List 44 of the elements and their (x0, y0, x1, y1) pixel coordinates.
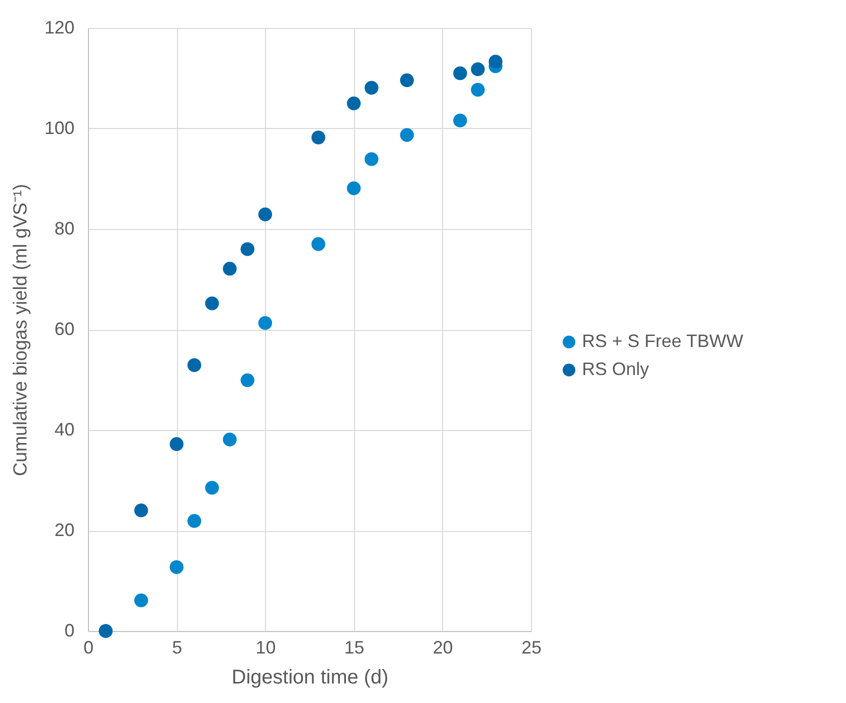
point (258, 208, 272, 222)
y-tick-label: 80 (54, 218, 74, 238)
point (311, 237, 326, 251)
legend-label: RS + S Free TBWW (582, 331, 744, 351)
point (170, 437, 184, 451)
x-tick-label: 0 (83, 638, 94, 658)
point (240, 242, 254, 256)
point (187, 358, 202, 372)
point (346, 181, 361, 196)
point (470, 62, 485, 76)
x-tick-label: 15 (344, 638, 364, 658)
point (364, 80, 378, 95)
point (258, 316, 272, 330)
point (346, 96, 361, 110)
point (470, 82, 485, 97)
point (453, 114, 468, 128)
point (205, 480, 219, 495)
point (400, 73, 414, 88)
point (453, 66, 468, 80)
x-tick-label: 25 (521, 638, 542, 658)
point (400, 128, 414, 142)
point (170, 560, 184, 574)
point (488, 54, 502, 69)
y-tick-label: 0 (64, 620, 74, 640)
y-tick-label: 120 (44, 18, 74, 38)
point (187, 514, 202, 528)
point (222, 432, 237, 446)
legend-label: RS Only (582, 359, 650, 379)
y-tick-label: 40 (54, 420, 74, 440)
point (311, 130, 326, 144)
point (134, 593, 148, 608)
y-tick-label: 60 (54, 319, 74, 339)
y-tick-label: 20 (54, 520, 74, 540)
point (222, 262, 237, 276)
x-axis-title: Digestion time (d) (232, 666, 388, 688)
x-tick-label: 20 (432, 638, 453, 658)
point (364, 152, 378, 166)
y-axis-title: Cumulative biogas yield (ml gVS⁻¹) (10, 184, 32, 476)
y-tick-label: 100 (44, 118, 74, 138)
x-tick-label: 5 (172, 638, 182, 658)
point (134, 504, 148, 518)
point (240, 373, 254, 388)
x-tick-label: 10 (256, 638, 276, 658)
point (205, 296, 219, 310)
